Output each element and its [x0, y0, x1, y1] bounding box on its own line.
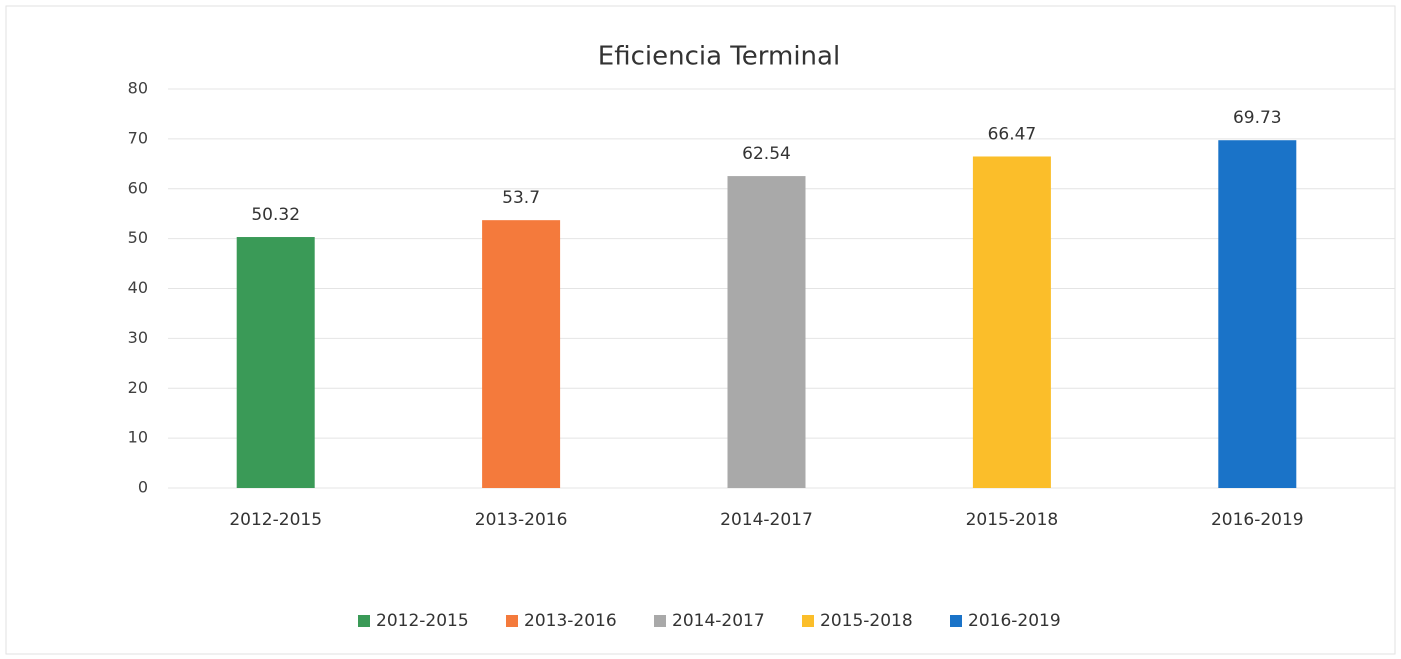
y-tick-label: 50	[128, 228, 148, 247]
y-tick-label: 80	[128, 79, 148, 98]
data-label: 50.32	[251, 205, 300, 225]
y-tick-label: 30	[128, 328, 148, 347]
legend-swatch	[802, 615, 814, 627]
legend-label: 2012-2015	[376, 611, 469, 631]
x-tick-label: 2015-2018	[966, 510, 1059, 530]
legend-label: 2015-2018	[820, 611, 913, 631]
y-tick-label: 60	[128, 178, 148, 197]
legend-label: 2016-2019	[968, 611, 1061, 631]
bar	[727, 176, 806, 488]
chart-title: Eficiencia Terminal	[598, 42, 840, 72]
legend-swatch	[950, 615, 962, 627]
x-tick-label: 2014-2017	[720, 510, 813, 530]
data-label: 66.47	[988, 124, 1037, 144]
x-tick-label: 2012-2015	[229, 510, 322, 530]
bar	[1218, 140, 1297, 488]
y-tick-label: 0	[138, 478, 148, 497]
x-tick-label: 2013-2016	[475, 510, 568, 530]
y-tick-label: 40	[128, 278, 148, 297]
x-tick-label: 2016-2019	[1211, 510, 1304, 530]
bar	[236, 237, 315, 488]
y-tick-label: 10	[128, 428, 148, 447]
y-tick-label: 70	[128, 128, 148, 147]
legend-swatch	[506, 615, 518, 627]
legend-label: 2014-2017	[672, 611, 765, 631]
legend-swatch	[654, 615, 666, 627]
data-label: 62.54	[742, 144, 791, 164]
chart-frame	[5, 5, 1396, 655]
data-label: 69.73	[1233, 108, 1282, 128]
bar	[972, 156, 1051, 488]
legend-swatch	[358, 615, 370, 627]
legend-label: 2013-2016	[524, 611, 617, 631]
y-tick-label: 20	[128, 378, 148, 397]
bar	[482, 220, 561, 488]
data-label: 53.7	[502, 188, 540, 208]
